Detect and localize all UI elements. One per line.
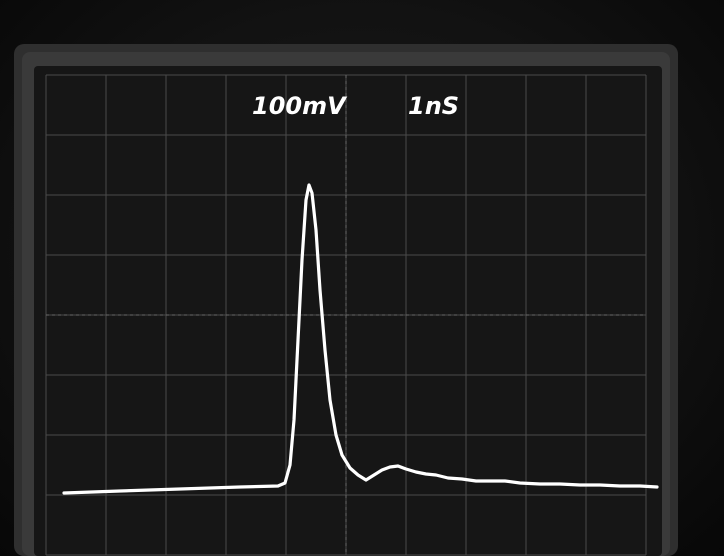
time-per-div-readout: 1nS	[408, 92, 460, 120]
crt-screen	[34, 66, 662, 556]
volts-per-div-readout: 100mV	[252, 92, 346, 120]
graticule-center-axes	[46, 75, 646, 555]
waveform-trace	[62, 183, 659, 495]
